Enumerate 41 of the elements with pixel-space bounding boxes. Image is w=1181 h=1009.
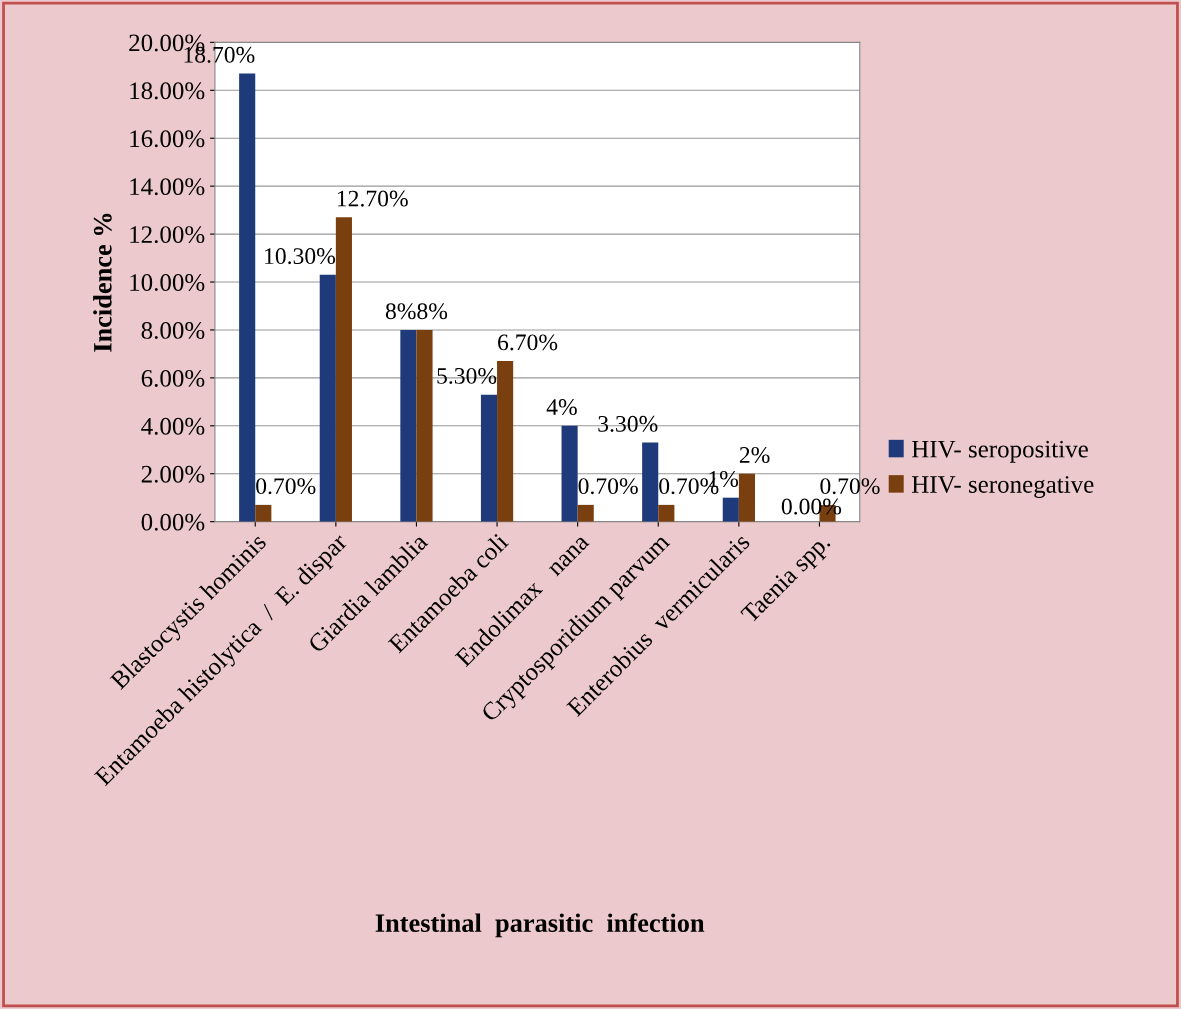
data-label: 0.70% bbox=[820, 478, 880, 495]
y-tick-label: 10.00% bbox=[130, 274, 205, 292]
data-label: 0.70% bbox=[578, 478, 638, 495]
data-label: 12.70% bbox=[337, 190, 408, 207]
data-label: 5.30% bbox=[437, 367, 497, 384]
data-label: 8% bbox=[417, 303, 448, 320]
y-tick-label: 18.00% bbox=[130, 82, 205, 100]
data-label: 4% bbox=[546, 399, 577, 416]
bar bbox=[561, 425, 578, 522]
data-label: 3.30% bbox=[598, 415, 658, 432]
data-label: 0.00% bbox=[781, 498, 842, 515]
x-axis-title: Intestinal parasitic infection bbox=[375, 913, 705, 938]
bar bbox=[497, 361, 514, 522]
bar bbox=[658, 504, 675, 522]
y-tick-label: 4.00% bbox=[141, 417, 205, 435]
bar bbox=[722, 497, 739, 522]
y-axis-title: Incidence % bbox=[93, 213, 112, 352]
bar bbox=[642, 442, 659, 522]
y-tick-label: 6.00% bbox=[141, 369, 205, 387]
bar bbox=[239, 73, 256, 522]
legend-label: HIV- seropositive bbox=[911, 440, 1088, 463]
y-tick-label: 14.00% bbox=[130, 178, 205, 196]
bar bbox=[416, 329, 433, 522]
data-label: 10.30% bbox=[265, 248, 336, 265]
bar bbox=[335, 217, 352, 522]
data-label: 0.70% bbox=[256, 478, 316, 495]
bar bbox=[738, 473, 755, 522]
legend-label: HIV- seronegative bbox=[911, 476, 1094, 499]
bar bbox=[577, 504, 594, 522]
bar bbox=[255, 504, 272, 522]
bar bbox=[480, 394, 498, 522]
y-tick-label: 0.00% bbox=[141, 513, 205, 531]
y-tick-label: 8.00% bbox=[141, 321, 205, 339]
bar bbox=[400, 329, 417, 522]
data-label: 6.70% bbox=[498, 334, 558, 351]
y-tick-label: 16.00% bbox=[130, 130, 205, 148]
bar bbox=[319, 274, 336, 522]
y-tick-label: 2.00% bbox=[141, 465, 205, 483]
data-label: 8% bbox=[385, 303, 416, 320]
data-label: 2% bbox=[739, 447, 770, 464]
y-tick-label: 12.00% bbox=[130, 226, 205, 244]
